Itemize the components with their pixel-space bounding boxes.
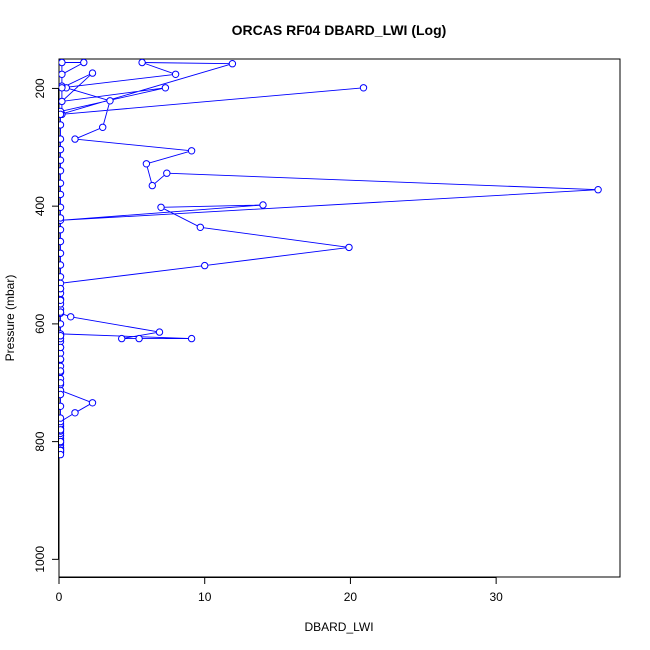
data-point [59,249,65,257]
data-point [71,135,79,143]
data-point [594,186,602,194]
data-point [59,190,65,199]
data-point [59,135,65,143]
data-point [59,296,65,304]
data-point [118,334,126,343]
data-point [157,203,165,212]
y-axis: 200 400 600 800 1000 [33,78,59,573]
data-point [138,59,146,67]
y-tick-label: 1000 [33,546,47,573]
data-point [59,59,66,67]
data-point [59,367,65,375]
data-point [59,121,65,129]
data-point [59,308,65,316]
data-point [59,179,65,187]
data-point [345,243,353,252]
data-point [135,334,143,343]
data-point [148,181,157,190]
data-series [59,59,602,459]
data-point [59,70,66,78]
data-point [59,320,65,328]
data-point [59,402,65,410]
data-point [201,261,209,270]
data-point [99,123,107,132]
data-point [59,261,65,269]
data-point [59,437,65,446]
plot-frame [58,58,621,578]
data-point [59,355,65,363]
data-point [59,214,65,222]
data-point [59,450,65,459]
x-axis-label: DBARD_LWI [304,620,373,634]
data-point [59,343,65,352]
data-point [106,97,114,105]
data-point [196,223,205,232]
series-line [59,62,599,455]
data-point [155,328,164,336]
y-tick-label: 400 [33,196,47,216]
data-point [80,59,88,67]
chart-title: ORCAS RF04 DBARD_LWI (Log) [232,22,447,38]
x-tick-label: 30 [489,590,503,604]
data-point [359,84,368,92]
data-point [187,147,196,155]
data-point [259,201,267,209]
data-point [88,399,97,407]
data-point [59,332,65,340]
data-point [71,409,79,417]
data-point [59,273,65,281]
x-tick-label: 20 [344,590,358,604]
data-point [59,414,65,422]
data-point [67,313,75,321]
data-point [88,69,97,77]
data-point [187,334,196,343]
data-point [59,284,65,293]
data-point [161,84,170,92]
x-axis: 0 10 20 30 [56,577,503,604]
x-tick-label: 0 [56,590,63,604]
data-point [171,70,180,79]
data-point [59,145,65,154]
data-point [59,84,66,92]
data-point [59,203,65,211]
y-tick-label: 600 [33,314,47,334]
y-axis-label: Pressure (mbar) [3,275,17,362]
data-point [142,160,151,168]
data-point [59,237,65,246]
data-point [163,169,171,177]
data-point [59,97,66,106]
y-tick-label: 800 [33,431,47,451]
data-point [59,226,65,234]
x-tick-label: 10 [198,590,212,604]
y-tick-label: 200 [33,78,47,98]
data-point [59,379,65,387]
data-point [59,167,65,175]
data-point [59,426,65,434]
data-point [228,60,237,68]
data-point [59,110,65,118]
data-point [59,156,65,164]
data-point [59,390,65,399]
